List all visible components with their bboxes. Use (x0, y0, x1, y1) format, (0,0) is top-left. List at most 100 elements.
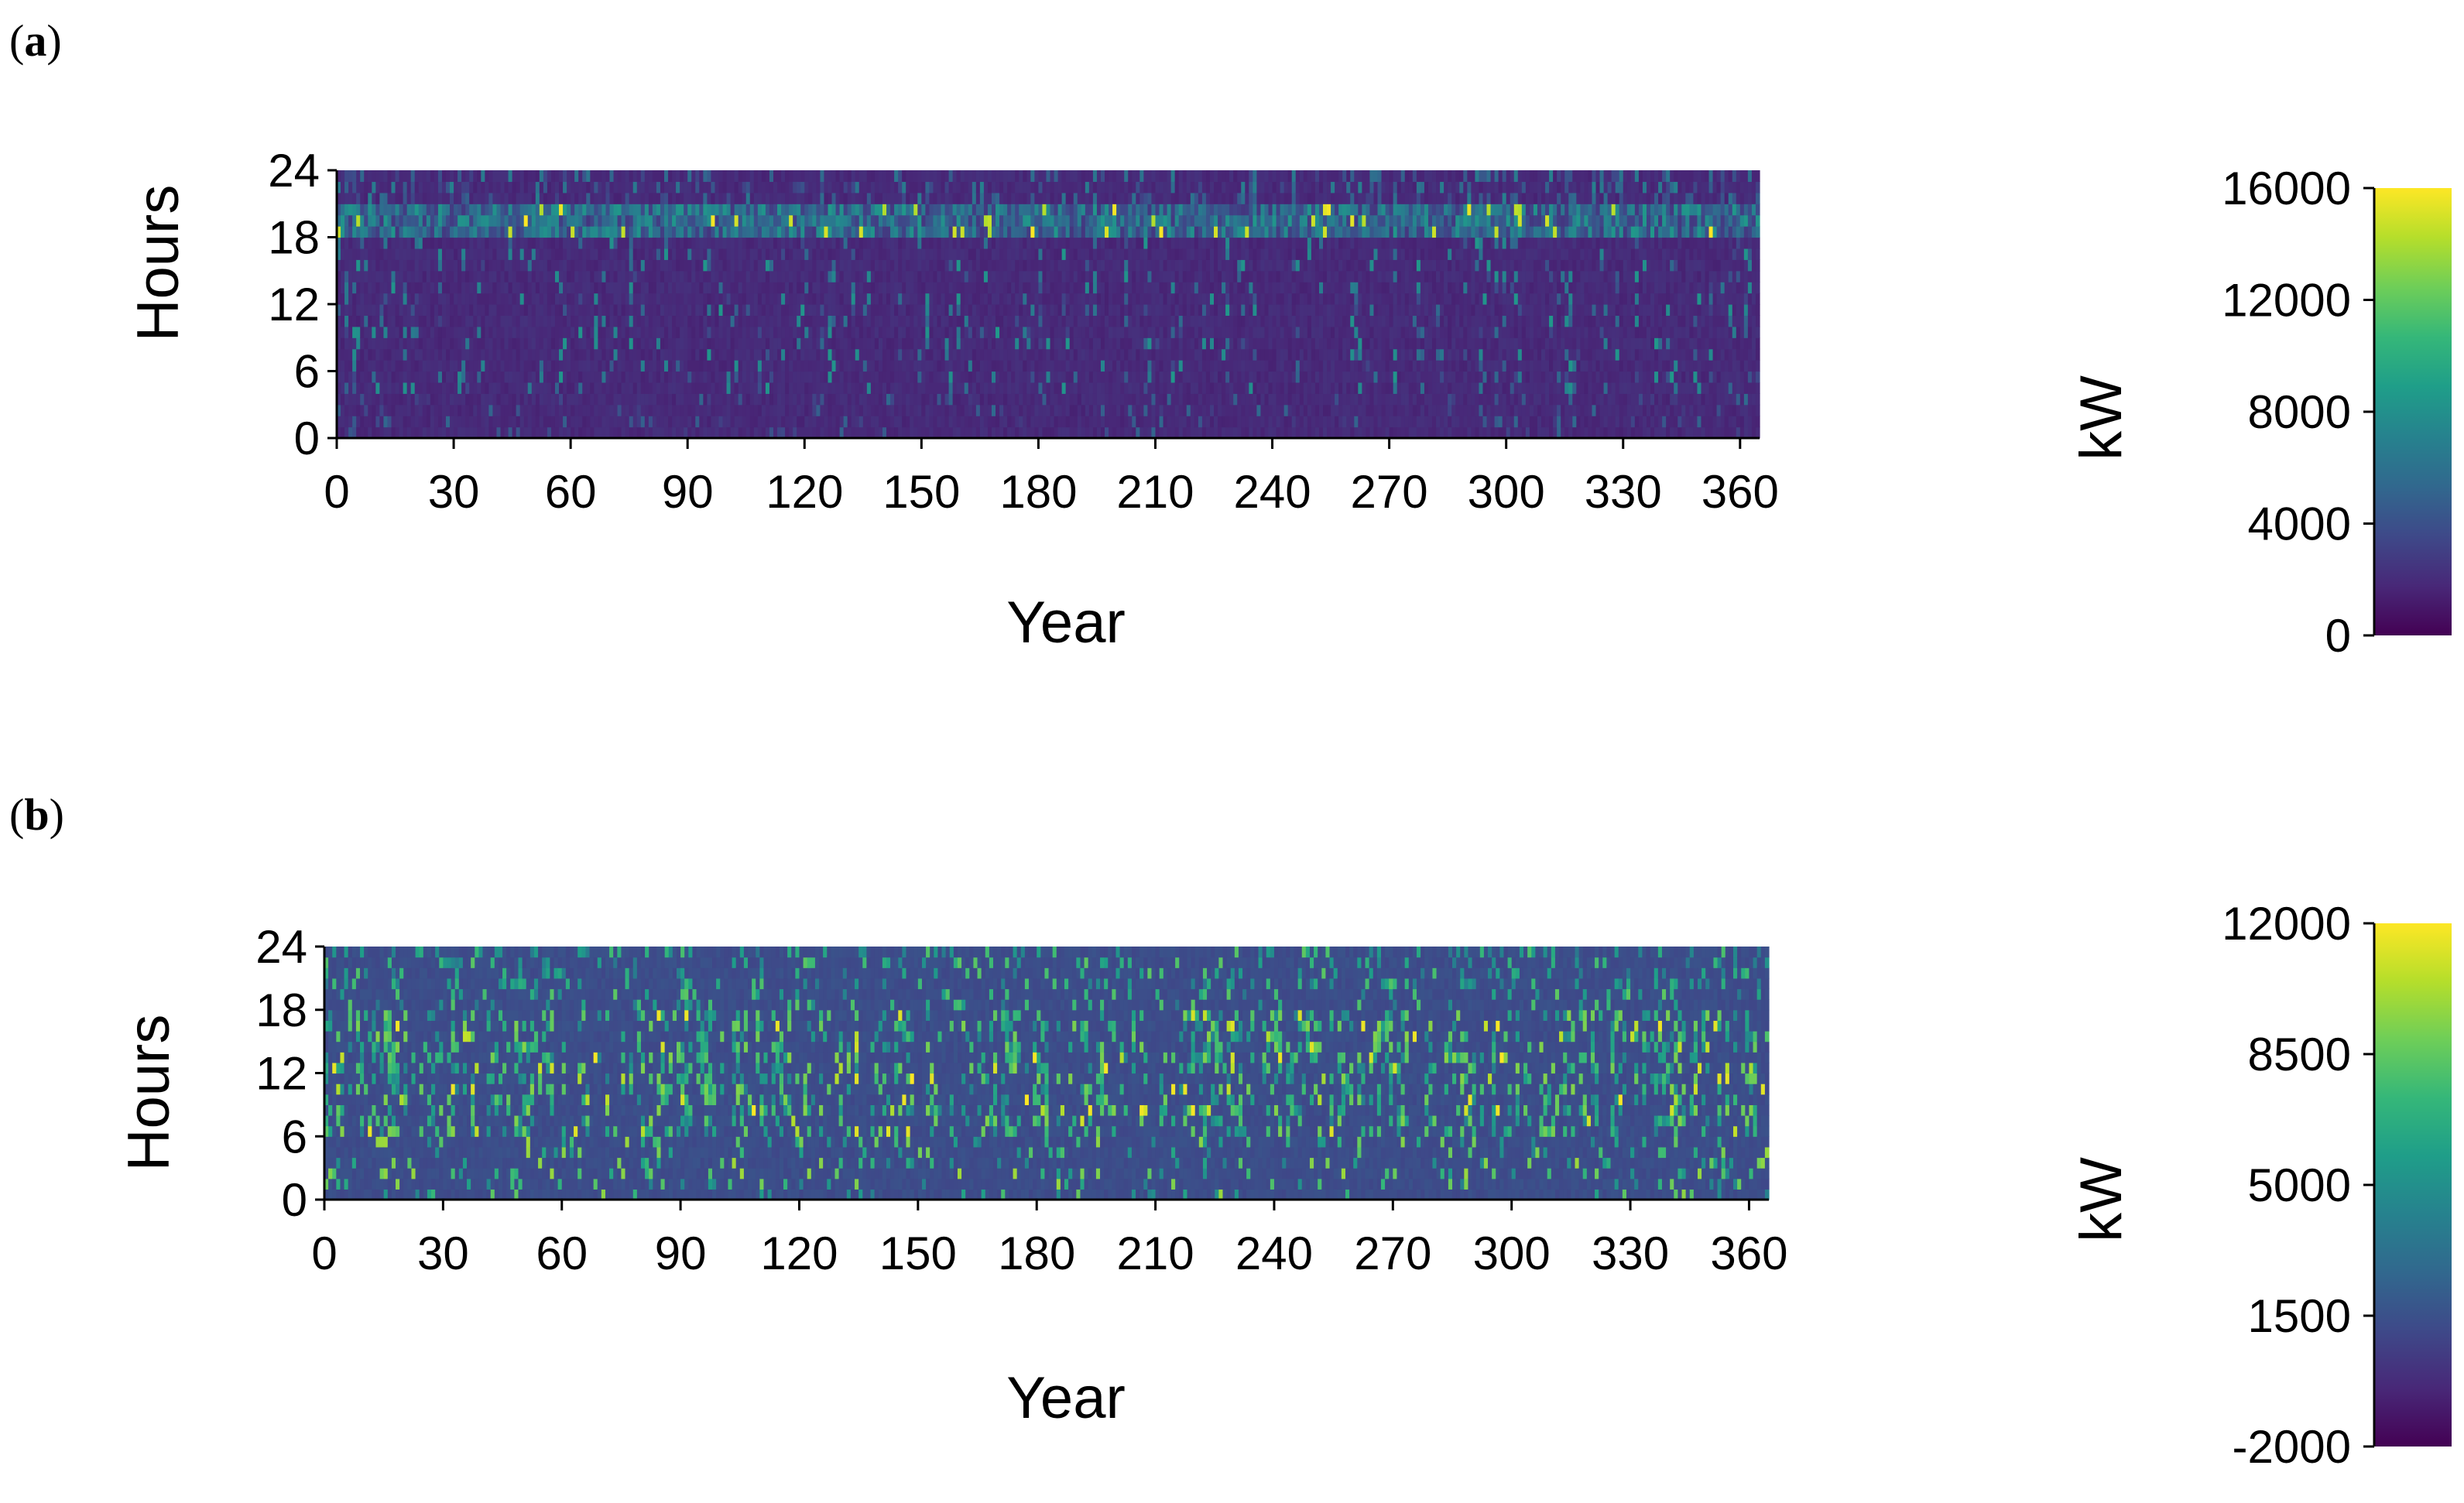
heatmap-cell (684, 348, 688, 361)
heatmap-cell (718, 270, 724, 282)
heatmap-cell (718, 214, 724, 227)
heatmap-cell (344, 326, 349, 338)
heatmap-cell (843, 315, 848, 327)
heatmap-cell (862, 192, 868, 204)
heatmap-cell (1050, 337, 1055, 350)
heatmap-cell (1109, 293, 1113, 305)
heatmap-cell (519, 293, 525, 305)
heatmap-cell (1015, 360, 1020, 372)
heatmap-cell (636, 426, 642, 439)
heatmap-cell (987, 404, 992, 416)
heatmap-cell (757, 360, 763, 372)
heatmap-cell (535, 416, 540, 428)
heatmap-cell (734, 315, 739, 327)
heatmap-cell (1042, 181, 1047, 193)
heatmap-cell (975, 192, 981, 204)
heatmap-cell (968, 371, 973, 383)
heatmap-cell (975, 170, 981, 183)
heatmap-cell (1061, 248, 1067, 260)
heatmap-cell (383, 259, 389, 272)
heatmap-cell (979, 416, 985, 428)
heatmap-cell (781, 259, 786, 272)
heatmap-cell (680, 304, 684, 317)
heatmap-cell (722, 226, 728, 238)
heatmap-cell (477, 214, 481, 227)
heatmap-cell (640, 259, 646, 272)
heatmap-cell (917, 237, 922, 249)
heatmap-cell (563, 181, 567, 193)
heatmap-cell (605, 204, 611, 216)
heatmap-cell (734, 282, 739, 294)
heatmap-cell (360, 404, 365, 416)
heatmap-cell (399, 416, 404, 428)
heatmap-cell (800, 214, 805, 227)
heatmap-cell (855, 337, 860, 350)
heatmap-cell (890, 226, 895, 238)
heatmap-cell (999, 214, 1004, 227)
heatmap-cell (703, 360, 708, 372)
heatmap-cell (1065, 204, 1071, 216)
heatmap-cell (672, 416, 677, 428)
heatmap-cell (395, 226, 400, 238)
heatmap-cell (882, 315, 887, 327)
heatmap-cell (886, 304, 891, 317)
heatmap-cell (941, 170, 946, 183)
heatmap-cell (531, 282, 536, 294)
heatmap-cell (437, 170, 443, 183)
heatmap-cell (598, 393, 603, 406)
heatmap-cell (422, 192, 427, 204)
heatmap-cell (1136, 204, 1140, 216)
heatmap-cell (500, 416, 505, 428)
heatmap-cell (656, 337, 661, 350)
heatmap-cell (458, 426, 462, 439)
heatmap-cell (668, 382, 673, 394)
heatmap-cell (1050, 282, 1055, 294)
heatmap-cell (952, 237, 958, 249)
heatmap-cell (1088, 393, 1094, 406)
heatmap-cell (450, 393, 454, 406)
heatmap-cell (422, 404, 427, 416)
heatmap-cell (715, 337, 720, 350)
heatmap-cell (910, 214, 914, 227)
heatmap-cell (1042, 270, 1047, 282)
heatmap-cell (648, 426, 653, 439)
heatmap-cell (399, 204, 404, 216)
heatmap-cell (769, 348, 774, 361)
heatmap-cell (1105, 293, 1109, 305)
heatmap-cell (477, 181, 481, 193)
heatmap-cell (504, 237, 509, 249)
heatmap-cell (1050, 248, 1055, 260)
heatmap-cell (730, 181, 735, 193)
heatmap-cell (793, 237, 797, 249)
heatmap-cell (1054, 393, 1059, 406)
heatmap-cell (835, 393, 841, 406)
heatmap-cell (344, 259, 349, 272)
heatmap-cell (613, 248, 619, 260)
heatmap-cell (1105, 348, 1109, 361)
heatmap-cell (711, 181, 716, 193)
heatmap-cell (956, 426, 961, 439)
heatmap-cell (676, 192, 680, 204)
heatmap-cell (734, 416, 739, 428)
heatmap-cell (1065, 315, 1071, 327)
heatmap-cell (337, 315, 341, 327)
heatmap-cell (680, 315, 684, 327)
heatmap-cell (944, 270, 950, 282)
heatmap-cell (1026, 315, 1031, 327)
heatmap-cell (519, 259, 525, 272)
heatmap-cell (695, 237, 700, 249)
heatmap-cell (434, 237, 439, 249)
heatmap-cell (691, 404, 696, 416)
heatmap-cell (547, 348, 552, 361)
heatmap-cell (563, 259, 567, 272)
heatmap-cell (632, 315, 638, 327)
heatmap-cell (485, 426, 489, 439)
heatmap-cell (1120, 371, 1125, 383)
heatmap-cell (1038, 426, 1044, 439)
heatmap-cell (543, 270, 548, 282)
heatmap-cell (913, 315, 918, 327)
heatmap-cell (434, 259, 439, 272)
heatmap-cell (1109, 204, 1113, 216)
heatmap-cell (663, 315, 669, 327)
heatmap-cell (465, 248, 470, 260)
